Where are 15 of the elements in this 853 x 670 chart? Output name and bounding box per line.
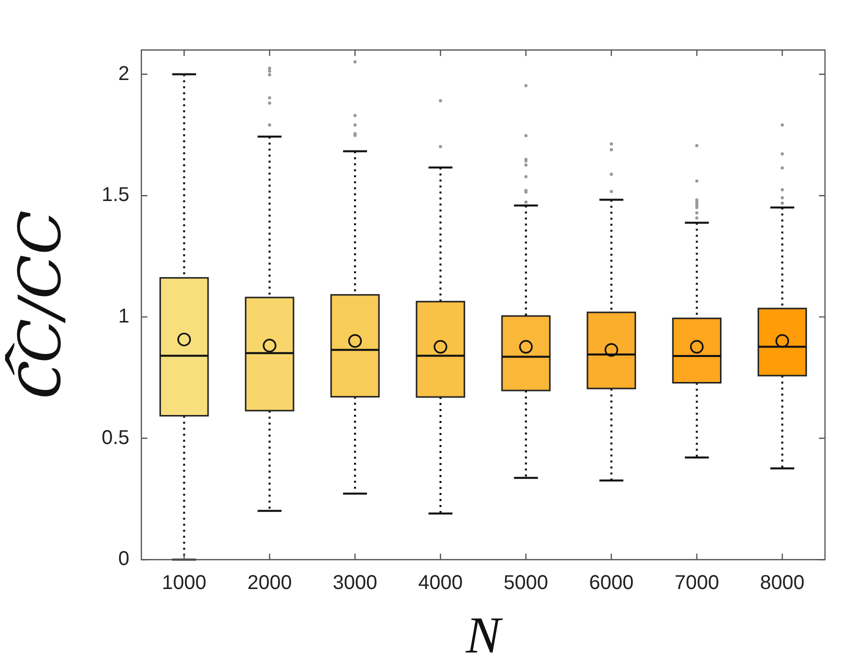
x-tick-label: 6000 [589,572,634,594]
y-tick-label: 1.5 [102,184,130,206]
x-tick-label: 8000 [760,572,805,594]
y-tick-label: 0.5 [102,426,130,449]
x-tick-label: 2000 [247,572,292,594]
y-tick-label: 0 [118,548,130,570]
x-tick-label: 5000 [504,572,548,594]
y-tick-label: 2 [118,62,130,85]
x-tick-label: 1000 [162,572,206,594]
x-tick-label: 7000 [674,572,720,594]
x-axis-title: N [464,607,504,664]
y-axis-title: C᷍C/CC [4,210,74,400]
y-tick-label: 1 [118,305,130,328]
x-tick-label: 3000 [332,572,378,594]
x-tick-label: 4000 [418,572,463,594]
